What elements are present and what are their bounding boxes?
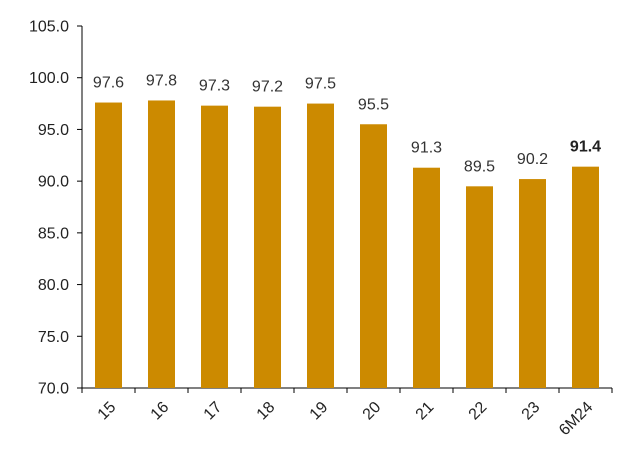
x-tick-label-17: 17 xyxy=(201,399,226,424)
data-label-21: 91.3 xyxy=(411,140,442,157)
data-labels-group: 97.6 97.8 97.3 97.2 97.5 95.5 91.3 89.5 90.2 91.4 xyxy=(93,72,601,175)
data-label-22: 89.5 xyxy=(464,158,495,175)
x-tick-label-23: 23 xyxy=(519,399,544,424)
bar-21 xyxy=(413,167,440,388)
data-label-20: 95.5 xyxy=(358,96,389,113)
bar-6M24 xyxy=(572,166,599,388)
x-tick-label-19: 19 xyxy=(307,399,332,424)
y-tick-label: 85.0 xyxy=(38,225,69,242)
x-tick-label-22: 22 xyxy=(466,399,491,424)
x-tick-label-6M24: 6M24 xyxy=(556,399,596,439)
data-label-6M24: 91.4 xyxy=(570,139,601,156)
bar-15 xyxy=(95,102,122,388)
y-tick-label: 105.0 xyxy=(29,19,69,36)
y-tick-label: 90.0 xyxy=(38,174,69,191)
x-tick-label-18: 18 xyxy=(254,399,279,424)
y-tick-label: 70.0 xyxy=(38,381,69,398)
bar-17 xyxy=(201,105,228,388)
x-tick-label-20: 20 xyxy=(360,399,385,424)
x-tick-label-21: 21 xyxy=(413,399,438,424)
bar-19 xyxy=(307,103,334,389)
data-label-17: 97.3 xyxy=(199,78,230,95)
y-tick-label: 100.0 xyxy=(29,70,69,87)
bar-23 xyxy=(519,179,546,388)
bar-22 xyxy=(466,186,493,388)
y-tick-label: 80.0 xyxy=(38,277,69,294)
data-label-16: 97.8 xyxy=(146,72,177,89)
data-label-18: 97.2 xyxy=(252,79,283,96)
bars-group xyxy=(95,100,599,389)
y-tick-label: 95.0 xyxy=(38,122,69,139)
bar-20 xyxy=(360,124,387,388)
x-tick-label-15: 15 xyxy=(95,399,120,424)
x-tick-label-16: 16 xyxy=(148,399,173,424)
y-tick-label: 75.0 xyxy=(38,329,69,346)
bar-18 xyxy=(254,106,281,388)
data-label-15: 97.6 xyxy=(93,75,124,92)
x-axis: 15 16 17 18 19 20 21 22 23 6M24 xyxy=(81,387,613,439)
data-label-23: 90.2 xyxy=(517,151,548,168)
y-axis: 70.0 75.0 80.0 85.0 90.0 95.0 100.0 105.0 xyxy=(29,19,83,398)
data-label-19: 97.5 xyxy=(305,76,336,93)
bar-16 xyxy=(148,100,175,389)
